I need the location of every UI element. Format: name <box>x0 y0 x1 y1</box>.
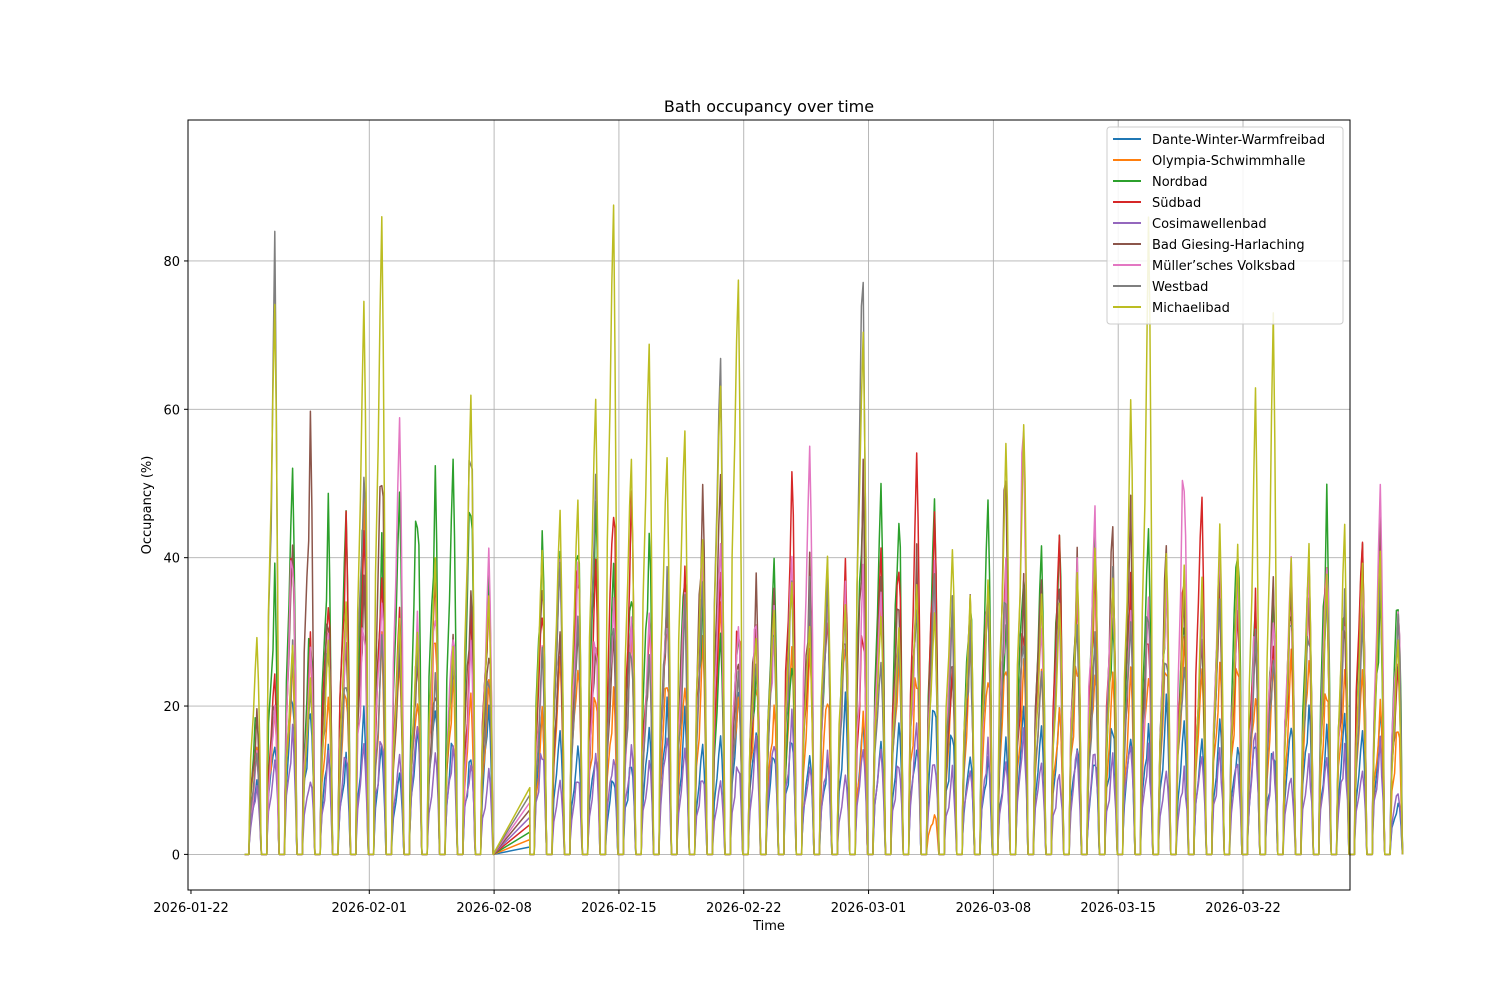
y-tick-label: 0 <box>172 848 180 863</box>
legend-label: Cosimawellenbad <box>1152 217 1267 232</box>
chart-title: Bath occupancy over time <box>664 97 874 116</box>
x-tick-label: 2026-03-01 <box>831 901 907 916</box>
plot-frame <box>187 119 1351 891</box>
series-line <box>244 708 1404 856</box>
legend-label: Michaelibad <box>1152 301 1230 316</box>
legend-label: Olympia-Schwimmhalle <box>1152 154 1305 169</box>
axes: 2026-01-22 2026-02-01 2026-02-08 2026-02-15… <box>153 255 1281 916</box>
y-axis-label: Occupancy (%) <box>140 456 155 555</box>
y-tick-label: 40 <box>163 552 180 567</box>
series-line <box>244 204 1404 856</box>
legend-label: Müller’sches Volksbad <box>1152 259 1295 274</box>
x-tick-label: 2026-02-01 <box>332 901 408 916</box>
x-tick-label: 2026-03-15 <box>1080 901 1156 916</box>
legend-label: Westbad <box>1152 280 1208 295</box>
x-tick-label: 2026-02-08 <box>456 901 532 916</box>
y-tick-label: 80 <box>163 255 180 270</box>
x-tick-label: 2026-03-08 <box>956 901 1032 916</box>
series-layer <box>244 204 1404 856</box>
y-tick-label: 20 <box>163 700 180 715</box>
y-tick-label: 60 <box>163 403 180 418</box>
x-tick-label: 2026-02-22 <box>706 901 782 916</box>
legend-label: Nordbad <box>1152 175 1208 190</box>
legend-label: Dante-Winter-Warmfreibad <box>1152 133 1325 148</box>
legend-box <box>1106 126 1344 325</box>
legend-label: Bad Giesing-Harlaching <box>1152 238 1305 253</box>
legend-label: Südbad <box>1152 196 1201 211</box>
x-axis-label: Time <box>752 919 785 934</box>
series-line <box>244 691 1404 856</box>
legend: Dante-Winter-Warmfreibad Olympia-Schwimmh… <box>1106 126 1344 325</box>
x-tick-label: 2026-02-15 <box>581 901 657 916</box>
x-tick-label: 2026-03-22 <box>1205 901 1281 916</box>
x-tick-label: 2026-01-22 <box>153 901 229 916</box>
